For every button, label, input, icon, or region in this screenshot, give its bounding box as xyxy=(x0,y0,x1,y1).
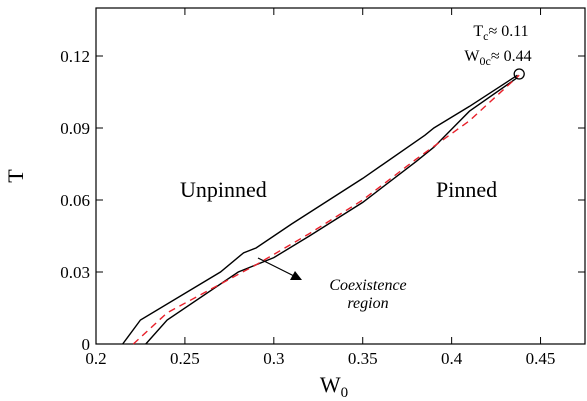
y-axis-label: T xyxy=(3,169,28,183)
x-tick-label: 0.2 xyxy=(85,349,106,368)
coexistence-label: region xyxy=(347,295,388,312)
critical-w0: W0c≈ 0.44 xyxy=(464,48,531,68)
y-tick-label: 0.12 xyxy=(60,47,90,66)
w0c-base: W xyxy=(464,48,480,65)
series-line xyxy=(132,74,520,345)
x-tick-label: 0.35 xyxy=(348,349,378,368)
critical-temperature: Tc≈ 0.11 xyxy=(473,23,528,43)
coexistence-label: Coexistence xyxy=(329,277,406,294)
x-axis-label-base: W xyxy=(320,372,341,397)
y-tick-label: 0.06 xyxy=(60,191,90,210)
series-line xyxy=(145,77,518,345)
tc-text: ≈ 0.11 xyxy=(488,23,528,40)
region-label: Unpinned xyxy=(180,177,267,202)
x-tick-label: 0.3 xyxy=(263,349,284,368)
region-label: Pinned xyxy=(436,177,497,202)
w0c-sub: 0c xyxy=(480,54,491,68)
x-axis-label: W0 xyxy=(320,372,348,401)
y-tick-label: 0.03 xyxy=(60,263,90,282)
arrow-head xyxy=(290,271,302,280)
arrow-line xyxy=(257,257,295,277)
x-tick-label: 0.25 xyxy=(170,349,200,368)
y-tick-label: 0.09 xyxy=(60,119,90,138)
critical-point xyxy=(513,68,525,80)
w0c-text: ≈ 0.44 xyxy=(491,48,532,65)
x-tick-label: 0.45 xyxy=(526,349,556,368)
x-axis-label-sub: 0 xyxy=(341,385,349,401)
y-tick-label: 0 xyxy=(82,335,91,354)
tc-sub: c xyxy=(483,29,488,43)
series-line xyxy=(122,74,518,345)
x-tick-label: 0.4 xyxy=(441,349,463,368)
plot-frame xyxy=(95,7,586,345)
tc-base: T xyxy=(473,23,483,40)
